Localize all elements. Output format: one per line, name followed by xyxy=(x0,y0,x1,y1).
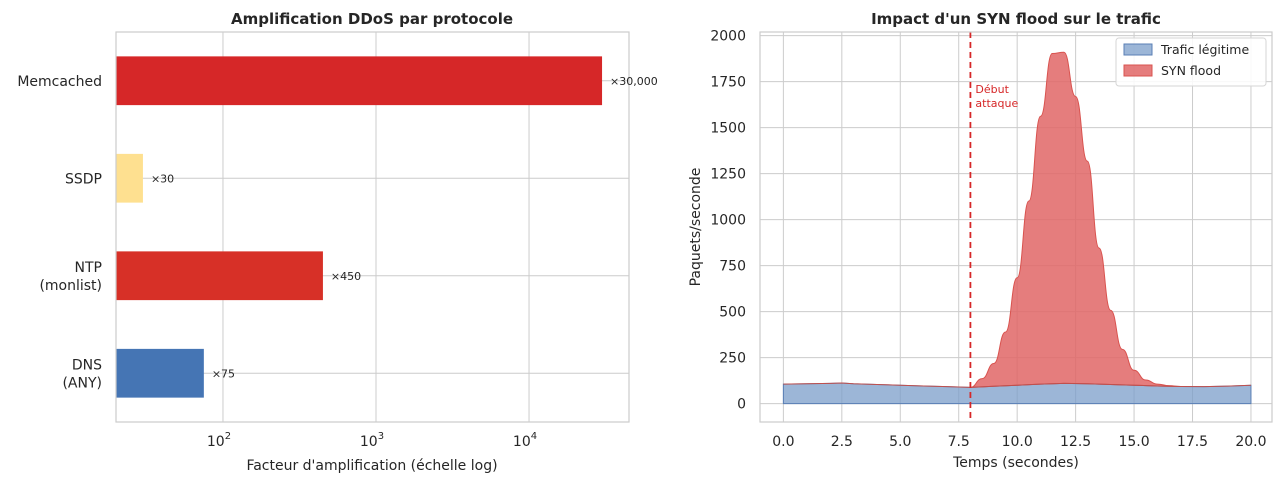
right-x-tick-label: 0.0 xyxy=(772,434,794,450)
right-x-tick-label: 17.5 xyxy=(1177,434,1208,450)
bar xyxy=(116,251,323,301)
right-area-chart: Début attaque 0.0 2.5 5.0 7.5 10.0 12.5 15.0 17.… xyxy=(688,10,1273,471)
right-y-tick-label: 750 xyxy=(719,259,746,275)
bar xyxy=(116,348,204,398)
legend-box xyxy=(1115,37,1267,87)
category-label: SSDP xyxy=(65,171,102,187)
legend: Trafic légitime SYN flood xyxy=(1115,37,1267,87)
right-x-tick-label: 12.5 xyxy=(1060,434,1091,450)
left-bars xyxy=(116,56,603,398)
right-y-tick-label: 0 xyxy=(737,397,746,413)
right-y-tick-label: 1000 xyxy=(710,213,746,229)
right-x-tick-label: 20.0 xyxy=(1235,434,1266,450)
legit-traffic-line xyxy=(783,382,1251,388)
bar-value-label: ×75 xyxy=(212,367,235,380)
right-x-tick-label: 7.5 xyxy=(948,434,970,450)
category-label: DNS (ANY) xyxy=(62,357,102,391)
right-areas xyxy=(782,51,1252,405)
left-x-tick-label: 103 xyxy=(360,431,384,450)
syn-flood-area xyxy=(970,51,1181,388)
right-y-ticks: 0 250 500 750 1000 1250 1500 1750 2000 xyxy=(710,29,746,413)
left-x-axis-label: Facteur d'amplification (échelle log) xyxy=(246,458,497,474)
bar-value-label: ×30,000 xyxy=(610,75,658,88)
category-label: NTP (monlist) xyxy=(39,260,102,294)
left-x-tick-label: 102 xyxy=(207,431,231,450)
right-y-tick-label: 2000 xyxy=(710,29,746,45)
bar xyxy=(116,56,603,106)
right-x-ticks: 0.0 2.5 5.0 7.5 10.0 12.5 15.0 17.5 20.0 xyxy=(772,434,1266,450)
right-y-tick-label: 250 xyxy=(719,351,746,367)
right-y-tick-label: 500 xyxy=(719,305,746,321)
left-x-tick-label: 104 xyxy=(513,431,537,450)
attack-start-label: Début attaque xyxy=(975,83,1018,110)
right-x-tick-label: 2.5 xyxy=(831,434,853,450)
legend-swatch xyxy=(1123,64,1153,77)
category-label: Memcached xyxy=(17,74,102,90)
right-axes-frame xyxy=(759,31,1273,423)
right-x-axis-label: Temps (secondes) xyxy=(952,455,1079,471)
attack-start-annotation: Début attaque xyxy=(969,32,1018,422)
right-y-tick-label: 1500 xyxy=(710,121,746,137)
left-category-labels: DNS (ANY) NTP (monlist) SSDP Memcached xyxy=(17,74,102,392)
legend-label: SYN flood xyxy=(1161,63,1221,78)
left-x-ticks: 102 103 104 xyxy=(207,431,537,450)
right-x-tick-label: 10.0 xyxy=(1002,434,1033,450)
right-y-tick-label: 1750 xyxy=(710,75,746,91)
left-bar-chart: 102 103 104 DNS (ANY) NTP (monlist) SSDP Memcac… xyxy=(17,10,657,474)
right-x-tick-label: 5.0 xyxy=(889,434,911,450)
bar xyxy=(116,153,143,203)
left-chart-title: Amplification DDoS par protocole xyxy=(231,10,513,28)
right-y-axis-label: Paquets/seconde xyxy=(688,168,704,287)
right-y-tick-label: 1250 xyxy=(710,167,746,183)
bar-value-label: ×450 xyxy=(331,270,361,283)
right-x-tick-label: 15.0 xyxy=(1118,434,1149,450)
legend-label: Trafic légitime xyxy=(1160,42,1249,57)
bar-value-label: ×30 xyxy=(151,172,174,185)
right-chart-title: Impact d'un SYN flood sur le trafic xyxy=(871,10,1161,28)
left-value-labels: ×75 ×450 ×30 ×30,000 xyxy=(151,75,658,381)
legend-swatch xyxy=(1123,43,1153,56)
left-axes-frame xyxy=(115,31,630,423)
